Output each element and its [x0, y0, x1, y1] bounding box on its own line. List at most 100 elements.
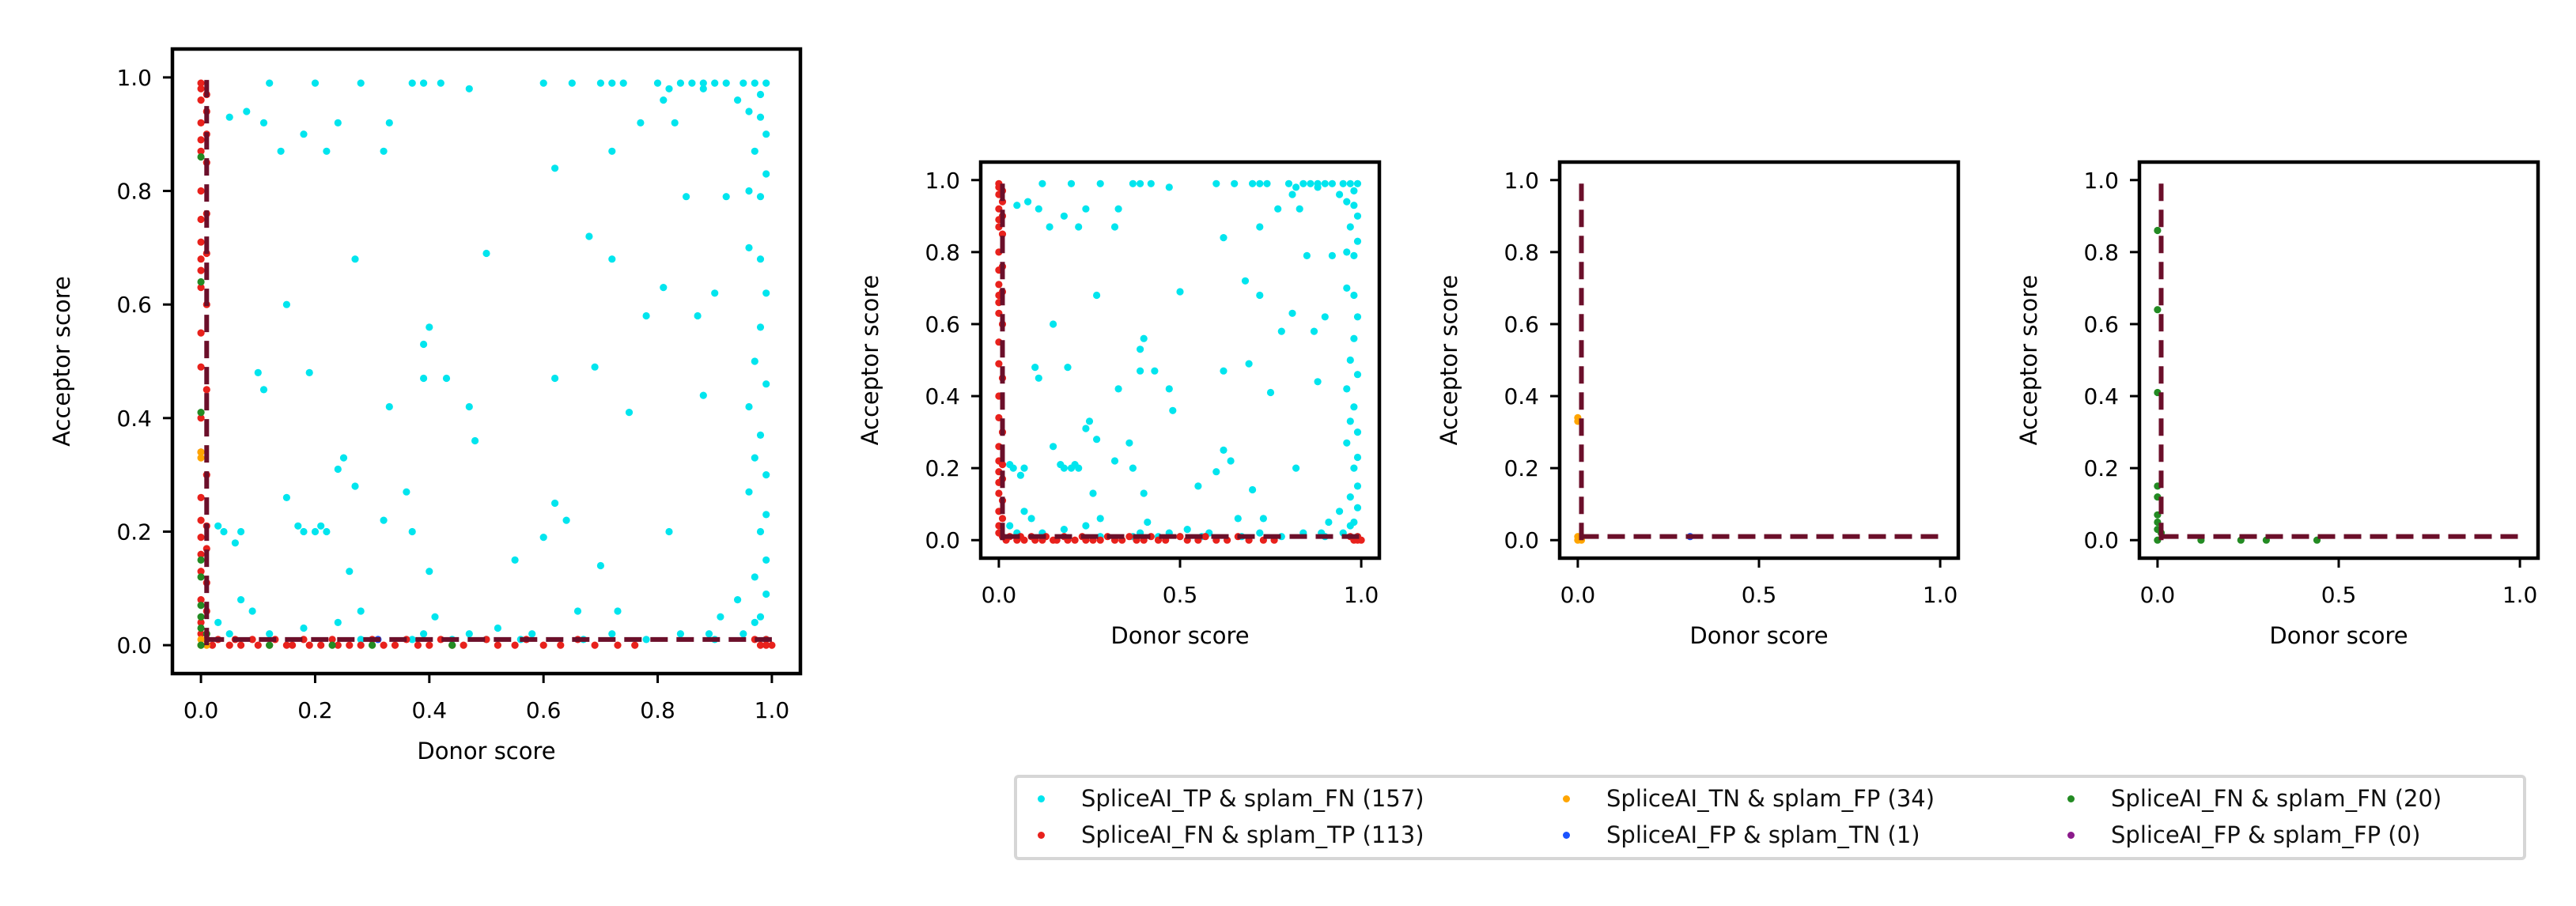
scatter-point-tp-fn	[528, 630, 536, 638]
scatter-point-fn-tp	[237, 641, 245, 649]
scatter-point-tp-fn	[426, 568, 433, 576]
y-axis-label: Acceptor score	[48, 276, 75, 447]
scatter-point-tp-fn	[740, 630, 747, 638]
scatter-point-tp-fn	[1350, 187, 1358, 194]
scatter-point-fn-tp	[391, 641, 399, 649]
scatter-point-fn-fn	[197, 556, 205, 564]
legend-entry: SpliceAI_FP & splam_TN (1)	[1542, 819, 1920, 851]
scatter-panel-2: 0.0 0.5 1.0 0.0 0.2 0.4 0.6 0.8 1.0 Donor score Ac…	[857, 160, 1382, 649]
scatter-point-tp-fn	[465, 630, 473, 638]
scatter-point-tp-fn	[1129, 179, 1137, 187]
scatter-point-tp-fn	[1256, 223, 1264, 231]
y-tick-label: 0.0	[2083, 527, 2119, 553]
scatter-point-tp-fn	[1234, 515, 1242, 523]
scatter-point-fn-fn	[328, 641, 336, 649]
scatter-point-tp-fn	[1212, 179, 1220, 187]
scatter-point-fn-tp	[197, 596, 205, 604]
scatter-point-tp-fn	[1328, 251, 1336, 259]
scatter-point-tp-fn	[1343, 385, 1351, 393]
scatter-point-tp-fn	[642, 636, 650, 644]
scatter-point-tp-fn	[717, 613, 724, 621]
scatter-point-fn-tp	[762, 641, 770, 649]
scatter-point-tp-fn	[756, 113, 765, 121]
scatter-point-tp-fn	[1346, 356, 1354, 364]
scatter-point-fn-tp	[197, 147, 205, 155]
y-tick-label: 0.2	[1504, 455, 1539, 481]
scatter-point-tp-fn	[1035, 374, 1042, 382]
x-tick-label: 1.0	[1923, 582, 1958, 608]
legend-label: SpliceAI_TN & splam_FP (34)	[1606, 785, 1935, 812]
scatter-point-tp-fn	[694, 311, 702, 320]
scatter-point-tp-fn	[1350, 202, 1358, 210]
scatter-point-tp-fn	[1343, 248, 1351, 256]
scatter-point-fn-fn	[2154, 226, 2162, 235]
scatter-point-fn-tp	[1020, 536, 1028, 544]
axes-frame	[2137, 160, 2540, 561]
scatter-point-fn-tp	[305, 641, 313, 649]
scatter-point-tp-fn	[248, 607, 256, 615]
scatter-panel-4: 0.0 0.5 1.0 0.0 0.2 0.4 0.6 0.8 1.0 Donor score Ac…	[2015, 160, 2540, 649]
scatter-point-tp-fn	[339, 454, 348, 462]
scatter-point-tp-fn	[1027, 515, 1035, 523]
scatter-point-tp-fn	[426, 323, 433, 331]
scatter-panel-1: 0.0 0.2 0.4 0.6 0.8 1.0 0.0 0.2 0.4 0.6 0.8 1.0 Dono…	[48, 47, 803, 764]
scatter-point-fn-tp	[197, 363, 205, 371]
y-tick-label: 0.6	[116, 292, 152, 318]
scatter-point-tp-fn	[1249, 179, 1257, 187]
scatter-point-tp-fn	[562, 516, 570, 524]
scatter-point-fn-fn	[197, 153, 205, 161]
scatter-point-tp-fn	[751, 79, 758, 87]
scatter-point-tp-fn	[596, 561, 605, 570]
scatter-point-tp-fn	[1020, 464, 1028, 472]
scatter-point-tp-fn	[1314, 378, 1322, 386]
scatter-point-tp-fn	[1140, 334, 1148, 342]
scatter-point-tp-fn	[259, 119, 268, 126]
scatter-point-fn-tp	[197, 534, 205, 542]
scatter-point-tp-fn	[334, 465, 342, 474]
scatter-point-tp-fn	[1310, 327, 1318, 335]
scatter-point-tp-fn	[420, 79, 428, 87]
x-tick-label: 1.0	[1344, 582, 1379, 608]
scatter-point-tp-fn	[745, 243, 753, 251]
scatter-point-tp-fn	[688, 79, 696, 87]
scatter-point-tp-fn	[745, 402, 753, 411]
scatter-point-tp-fn	[1292, 464, 1300, 472]
data-points	[1574, 413, 1694, 544]
scatter-point-tp-fn	[471, 436, 479, 445]
scatter-point-tp-fn	[437, 79, 444, 87]
scatter-point-tp-fn	[699, 79, 707, 87]
scatter-point-tp-fn	[660, 284, 668, 292]
x-tick-label: 0.2	[297, 697, 333, 723]
scatter-point-tp-fn	[311, 79, 320, 87]
scatter-point-tp-fn	[745, 187, 753, 195]
y-tick-label: 1.0	[2083, 168, 2119, 194]
scatter-point-tp-fn	[722, 193, 730, 201]
scatter-point-tp-fn	[1245, 360, 1253, 368]
scatter-point-tp-fn	[1346, 522, 1354, 530]
scatter-point-tp-fn	[568, 79, 576, 87]
scatter-point-tp-fn	[254, 368, 262, 376]
scatter-point-fn-tp	[197, 136, 205, 144]
scatter-point-tp-fn	[585, 232, 593, 240]
scatter-point-tp-fn	[1067, 464, 1076, 472]
scatter-point-tp-fn	[214, 522, 222, 530]
scatter-point-fn-tp	[197, 630, 205, 638]
scatter-point-tp-fn	[237, 596, 245, 604]
x-tick-label: 0.0	[183, 697, 219, 723]
scatter-point-fn-tp	[1201, 533, 1209, 541]
scatter-point-tp-fn	[1114, 385, 1122, 393]
scatter-point-tp-fn	[225, 113, 233, 121]
scatter-point-tp-fn	[1343, 284, 1351, 292]
axes-frame	[1557, 160, 1961, 561]
scatter-point-tp-fn	[1336, 508, 1344, 515]
x-axis-label: Donor score	[1689, 622, 1828, 649]
scatter-point-tp-fn	[1256, 529, 1264, 537]
scatter-point-tp-fn	[756, 431, 765, 440]
scatter-point-tp-fn	[1339, 179, 1347, 187]
x-axis-label: Donor score	[2269, 622, 2408, 649]
scatter-point-tp-fn	[380, 516, 388, 524]
scatter-point-fn-fn	[266, 641, 274, 649]
y-tick-label: 0.4	[2083, 383, 2119, 410]
scatter-point-fn-tp	[197, 255, 205, 263]
